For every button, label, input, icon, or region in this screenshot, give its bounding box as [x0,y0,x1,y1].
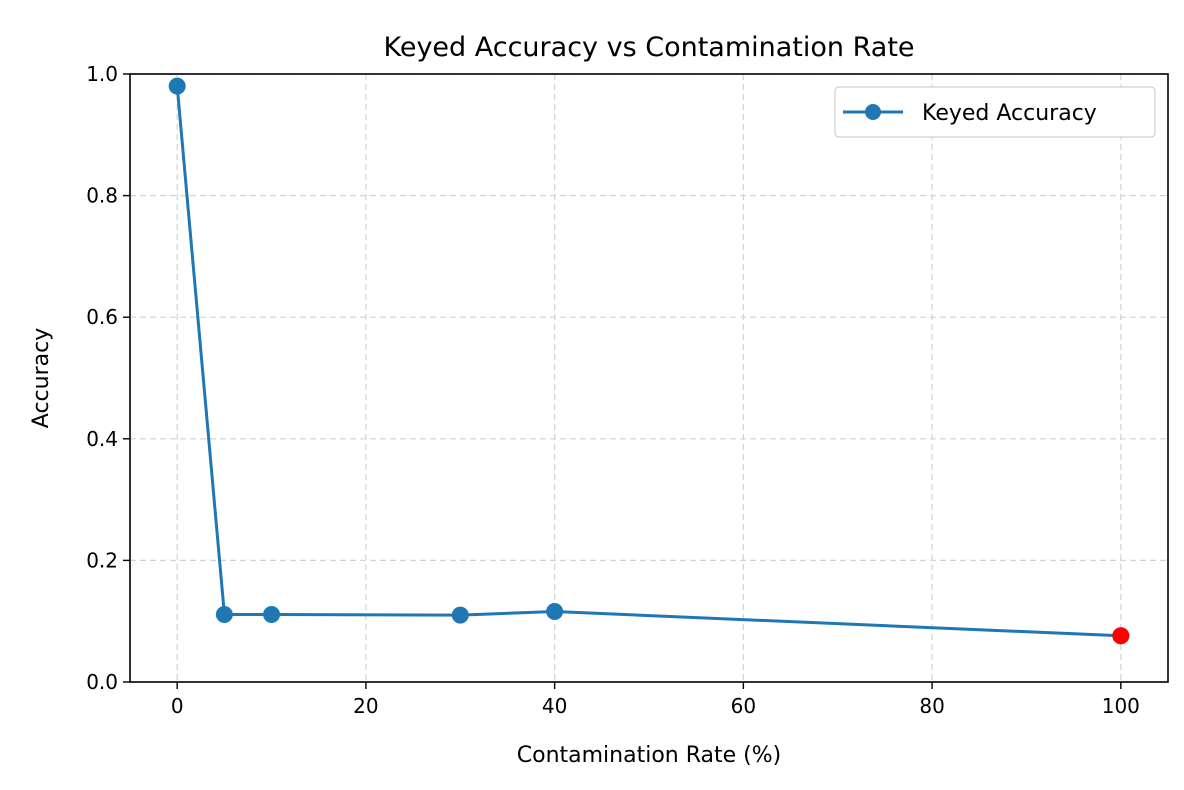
axis-ticks: 0 20 40 60 80 100 0.0 0.2 0.4 0.6 0.8 1.0 [86,62,1140,718]
y-tick-label: 0.0 [86,670,118,694]
legend-label: Keyed Accuracy [922,101,1097,126]
series-line [175,86,1121,638]
x-tick-label: 80 [919,694,944,718]
plot-frame [129,73,1169,683]
x-tick-label: 60 [731,694,756,718]
data-point [168,77,186,95]
data-point [451,606,469,624]
y-tick-label: 0.2 [86,548,118,572]
x-tick-label: 100 [1102,694,1140,718]
x-tick-label: 40 [542,694,567,718]
grid-lines [130,73,1168,683]
y-tick-label: 1.0 [86,62,118,86]
y-axis-label: Accuracy [29,328,54,428]
y-tick-label: 0.6 [86,305,118,329]
data-point [263,606,281,624]
chart-title: Keyed Accuracy vs Contamination Rate [383,32,914,63]
legend-box [834,86,1156,138]
legend: Keyed Accuracy [834,86,1156,138]
y-tick-label: 0.8 [86,184,118,208]
x-tick-label: 20 [353,694,378,718]
x-axis-label: Contamination Rate (%) [517,743,781,768]
data-point [215,606,233,624]
series-layer [168,77,1130,645]
x-tick-label: 0 [171,694,184,718]
highlighted-point [1112,627,1130,645]
data-point [546,602,564,620]
legend-marker-swatch [865,104,881,120]
y-tick-label: 0.4 [86,427,118,451]
